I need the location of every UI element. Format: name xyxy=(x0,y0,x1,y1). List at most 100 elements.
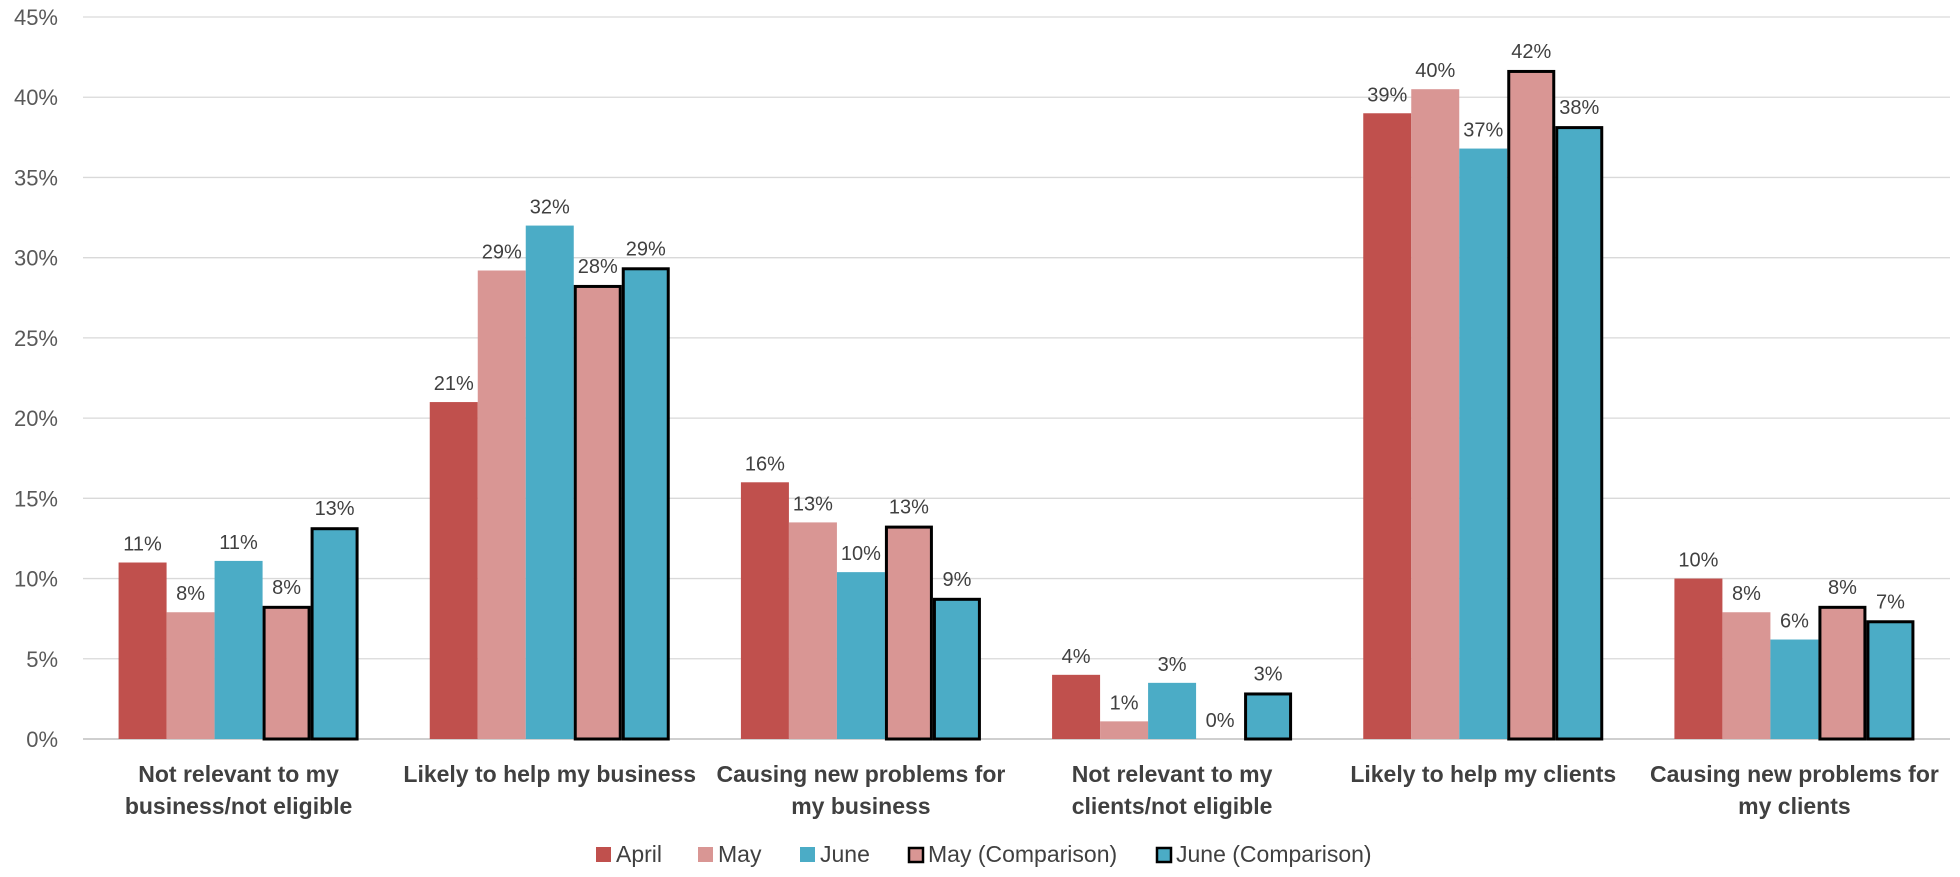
bar-june-comparison xyxy=(1244,692,1293,741)
bar-may xyxy=(166,612,215,739)
bar-may xyxy=(477,270,526,739)
data-label: 1% xyxy=(1110,692,1139,714)
data-label: 29% xyxy=(482,242,522,264)
legend-label: April xyxy=(616,841,662,867)
legend-label: June xyxy=(820,841,870,867)
category-label: Causing new problems for xyxy=(717,761,1006,787)
bars xyxy=(118,69,1915,741)
legend-item: May (Comparison) xyxy=(907,841,1117,867)
bar-april xyxy=(1674,578,1723,739)
data-label: 29% xyxy=(626,238,666,260)
gridlines xyxy=(83,16,1950,740)
bar-april xyxy=(118,562,167,739)
data-labels: 11% 8% 11% 8% 13% 21% 29% 32% 28% 29% 16% 13% 10% 13%… xyxy=(123,41,1905,732)
legend-label: May xyxy=(718,841,762,867)
y-tick-label: 5% xyxy=(26,647,58,672)
legend-swatch xyxy=(1155,846,1173,864)
data-label: 3% xyxy=(1158,654,1187,676)
x-axis-category-labels: Not relevant to my business/not eligible L… xyxy=(125,761,1939,819)
legend-label: May (Comparison) xyxy=(928,841,1117,867)
data-label: 37% xyxy=(1463,120,1503,142)
y-tick-label: 10% xyxy=(14,567,58,592)
bar-may-comparison xyxy=(884,525,933,741)
data-label: 9% xyxy=(942,569,971,591)
bar-may xyxy=(1100,721,1149,739)
y-tick-label: 25% xyxy=(14,326,58,351)
legend-swatch xyxy=(596,847,611,862)
bar-april xyxy=(1052,674,1101,739)
bar-june-comparison xyxy=(932,597,981,741)
bar-may xyxy=(788,522,837,739)
y-tick-label: 20% xyxy=(14,406,58,431)
bar-june-comparison xyxy=(1555,126,1604,741)
bar-june xyxy=(525,225,574,740)
category-label: business/not eligible xyxy=(125,793,352,819)
data-label: 0% xyxy=(1206,710,1235,732)
legend-item: June (Comparison) xyxy=(1155,841,1372,867)
bar-june-comparison xyxy=(621,267,670,741)
y-tick-label: 45% xyxy=(14,5,58,30)
y-tick-label: 40% xyxy=(14,85,58,110)
bar-june xyxy=(836,572,885,739)
legend-item: June xyxy=(800,841,870,867)
data-label: 8% xyxy=(1828,577,1857,599)
data-label: 7% xyxy=(1876,591,1905,613)
legend: April May June May (Comparison) June (Compar… xyxy=(596,841,1372,867)
data-label: 13% xyxy=(793,493,833,515)
bar-may xyxy=(1722,612,1771,739)
bar-june xyxy=(1459,148,1508,739)
category-label: clients/not eligible xyxy=(1072,793,1273,819)
legend-swatch xyxy=(698,847,713,862)
y-tick-label: 0% xyxy=(26,727,58,752)
data-label: 13% xyxy=(889,497,929,519)
data-label: 8% xyxy=(176,583,205,605)
data-label: 21% xyxy=(434,373,474,395)
data-label: 28% xyxy=(578,256,618,278)
category-label: Not relevant to my xyxy=(138,761,339,787)
bar-april xyxy=(740,482,789,739)
data-label: 13% xyxy=(315,498,355,520)
bar-may-comparison xyxy=(1818,605,1867,741)
bar-may xyxy=(1411,89,1460,739)
data-label: 8% xyxy=(272,577,301,599)
bar-june xyxy=(214,560,263,739)
bar-april xyxy=(429,402,478,739)
data-label: 39% xyxy=(1367,84,1407,106)
data-label: 10% xyxy=(1678,550,1718,572)
bar-may-comparison xyxy=(262,605,311,741)
category-label: Likely to help my business xyxy=(403,761,696,787)
bar-may-comparison xyxy=(1507,69,1556,741)
data-label: 4% xyxy=(1062,646,1091,668)
y-tick-label: 35% xyxy=(14,165,58,190)
data-label: 3% xyxy=(1254,663,1283,685)
y-axis-tick-labels: 0% 5% 10% 15% 20% 25% 30% 35% 40% 45% xyxy=(14,5,58,752)
category-label: Likely to help my clients xyxy=(1350,761,1616,787)
category-label: Not relevant to my xyxy=(1072,761,1273,787)
category-label: my clients xyxy=(1738,793,1851,819)
bar-may-comparison xyxy=(573,284,622,741)
data-label: 42% xyxy=(1511,41,1551,63)
bar-june xyxy=(1148,682,1197,739)
y-tick-label: 30% xyxy=(14,246,58,271)
legend-item: May xyxy=(698,841,762,867)
data-label: 6% xyxy=(1780,611,1809,633)
legend-swatch xyxy=(800,847,815,862)
bar-april xyxy=(1363,113,1412,740)
bar-june xyxy=(1770,639,1819,739)
category-label: Causing new problems for xyxy=(1650,761,1939,787)
bar-june-comparison xyxy=(1866,620,1915,741)
data-label: 8% xyxy=(1732,583,1761,605)
data-label: 16% xyxy=(745,453,785,475)
data-label: 11% xyxy=(219,532,258,554)
data-label: 40% xyxy=(1415,60,1455,82)
data-label: 38% xyxy=(1559,97,1599,119)
data-label: 32% xyxy=(530,197,570,219)
bar-june-comparison xyxy=(310,527,359,741)
data-label: 10% xyxy=(841,543,881,565)
category-label: my business xyxy=(791,793,930,819)
y-tick-label: 15% xyxy=(14,486,58,511)
data-label: 11% xyxy=(123,534,162,556)
legend-swatch xyxy=(907,846,925,864)
